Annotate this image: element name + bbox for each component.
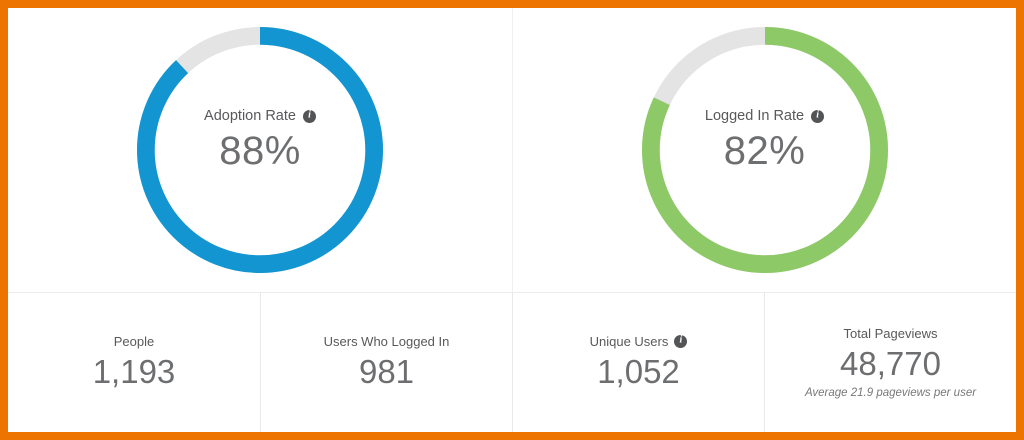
stat-total-pageviews-label: Total Pageviews — [843, 325, 938, 341]
logged-in-donut-chart — [641, 27, 888, 273]
adoption-rate-info-icon[interactable]: i — [302, 109, 316, 123]
logged-in-rate-info-icon[interactable]: i — [811, 109, 825, 123]
adoption-rate-panel: Adoption Rate i 88% — [8, 8, 512, 292]
stat-unique-users: Unique Users i 1,052 — [512, 293, 764, 432]
info-icon-glyph: i — [679, 334, 683, 346]
adoption-donut-value-arc — [137, 27, 383, 273]
logged-in-rate-panel: Logged In Rate i 82% — [512, 8, 1016, 292]
adoption-rate-donut: Adoption Rate i 88% — [137, 27, 383, 273]
stat-total-pageviews-value: 48,770 — [840, 344, 941, 382]
stat-label-row: Total Pageviews — [844, 326, 938, 341]
logged-in-rate-donut: Logged In Rate i 82% — [641, 27, 888, 273]
unique-users-info-icon[interactable]: i — [674, 334, 688, 348]
stat-users-logged-in-label: Users Who Logged In — [323, 333, 450, 349]
info-icon-glyph: i — [816, 109, 819, 121]
stat-total-pageviews: Total Pageviews 48,770 Average 21.9 page… — [764, 293, 1016, 432]
stat-people-value: 1,193 — [92, 352, 176, 390]
adoption-donut-chart — [137, 27, 383, 273]
stat-unique-users-label: Unique Users — [589, 333, 669, 349]
stat-users-logged-in-value: 981 — [358, 352, 415, 390]
info-icon-glyph: i — [308, 109, 311, 121]
logged-in-donut-value-arc — [641, 27, 888, 273]
stat-people-label: People — [113, 333, 155, 349]
average-pageviews-note: Average 21.9 pageviews per user — [804, 387, 977, 400]
stat-label-row: Unique Users i — [590, 334, 688, 349]
stat-people: People 1,193 — [8, 293, 260, 432]
donut-charts-section: Adoption Rate i 88% Logged In Rate i — [8, 8, 1016, 293]
stat-label-row: People — [114, 334, 154, 349]
stat-users-logged-in: Users Who Logged In 981 — [260, 293, 512, 432]
stat-unique-users-value: 1,052 — [597, 352, 680, 390]
stat-label-row: Users Who Logged In — [324, 334, 450, 349]
stats-row: People 1,193 Users Who Logged In 981 Uni… — [8, 293, 1016, 432]
